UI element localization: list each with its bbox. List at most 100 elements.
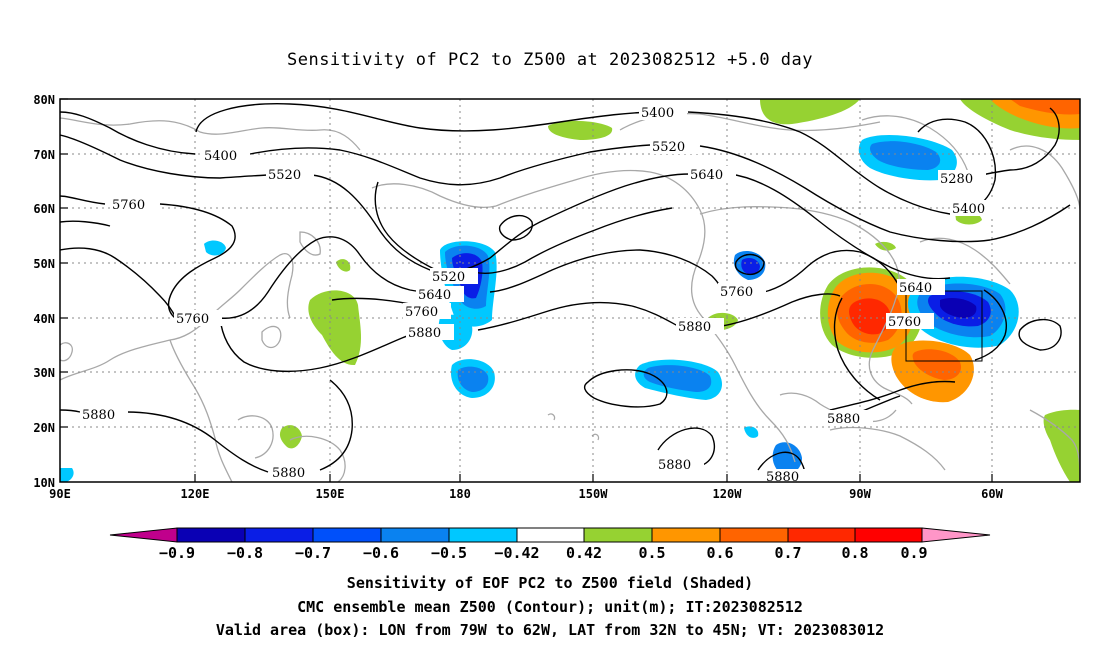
contour-label-bg: [80, 406, 128, 422]
coastline: [60, 253, 294, 381]
contour-label-bg: [650, 138, 698, 154]
contour-label: 5880: [766, 470, 799, 485]
contour-label: 5400: [641, 106, 674, 121]
contour-line: [219, 236, 433, 319]
lat-label: 80N: [33, 93, 55, 107]
contour-label-bg: [406, 324, 454, 340]
contour-label: 5880: [82, 408, 115, 423]
coastline: [371, 183, 497, 209]
coastline: [299, 231, 321, 256]
contour-label: 5880: [658, 458, 691, 473]
lat-label: 20N: [33, 421, 55, 435]
shade-blob: [744, 426, 759, 438]
contour-label: 5520: [652, 140, 685, 155]
contour-label: 5760: [720, 285, 753, 300]
contour-label-bg: [938, 170, 986, 186]
colorbar-segment: [787, 527, 856, 543]
shade-blob: [772, 442, 802, 475]
contour-line: [657, 427, 716, 467]
contour-line: [829, 380, 956, 411]
lon-label: 60W: [981, 487, 1003, 501]
colorbar-label: 0.42: [566, 544, 602, 562]
colorbar-segment: [854, 527, 923, 543]
contour-line: [319, 379, 353, 471]
colorbar-label: −0.7: [295, 544, 331, 562]
colorbar-segment: [448, 527, 518, 543]
contour-line: [60, 409, 81, 413]
coastline: [60, 342, 73, 362]
colorbar-segment: [380, 527, 450, 543]
contour-line: [60, 220, 111, 227]
lat-label: 70N: [33, 148, 55, 162]
shade-blob: [760, 99, 860, 125]
coastline: [60, 117, 361, 151]
contour-line: [699, 145, 1071, 243]
contour-line: [125, 411, 269, 473]
colorbar-labels: −0.9 −0.8 −0.7 −0.6 −0.5 −0.42 0.42 0.5 …: [159, 544, 928, 562]
lon-label: 120W: [713, 487, 743, 501]
contour-line: [374, 181, 437, 271]
colorbar-label: −0.5: [431, 544, 467, 562]
colorbar-label: −0.8: [227, 544, 263, 562]
contour-label: 5760: [176, 312, 209, 327]
colorbar-segment: [516, 527, 585, 543]
contour-line: [974, 289, 1007, 361]
contour-labels: 5400 5400 5520 5520 5640 5760 5760 5280 …: [80, 104, 998, 485]
contour-line: [959, 107, 1060, 181]
shade-blob: [849, 298, 891, 335]
colorbar-label: −0.42: [494, 544, 539, 562]
shade-blob: [204, 240, 226, 256]
page-title: Sensitivity of PC2 to Z500 at 2023082512…: [286, 50, 813, 70]
lon-label: 150E: [316, 487, 345, 501]
footer-line-3: Valid area (box): LON from 79W to 62W, L…: [215, 621, 885, 639]
contour-label-bg: [825, 410, 873, 426]
colorbar-label: 0.6: [706, 544, 733, 562]
contour-label-bg: [174, 310, 222, 326]
colorbar-segment: [651, 527, 721, 543]
colorbar-arrow-left: [109, 527, 178, 543]
contour-label: 5640: [899, 281, 932, 296]
contour-label-bg: [430, 268, 478, 284]
contour-label-bg: [897, 279, 945, 295]
footer-line-1: Sensitivity of EOF PC2 to Z500 field (Sh…: [346, 574, 754, 592]
shade-blob: [741, 258, 760, 275]
contour-label-bg: [639, 104, 687, 120]
colorbar-segment: [583, 527, 653, 543]
contour-line: [833, 297, 881, 401]
contour-line: [311, 173, 691, 273]
shade-blob: [875, 241, 896, 251]
colorbar-label: 0.9: [900, 544, 927, 562]
contour-label: 5760: [405, 305, 438, 320]
colorbar-label: 0.8: [841, 544, 868, 562]
contour-line: [763, 249, 899, 293]
contour-label: 5880: [408, 326, 441, 341]
coastline: [699, 206, 901, 299]
contour-label-bg: [764, 469, 812, 482]
contour-label-bg: [656, 456, 704, 472]
coastline: [861, 115, 969, 173]
contour-label-bg: [202, 147, 250, 163]
contour-label-bg: [270, 464, 318, 480]
colorbar-segment: [312, 527, 382, 543]
contour-label-bg: [403, 303, 451, 319]
contour-line: [60, 111, 196, 155]
contour-label-bg: [950, 200, 998, 216]
contour-label: 5520: [432, 270, 465, 285]
coastline: [237, 415, 274, 459]
contour-label: 5520: [268, 168, 301, 183]
contour-line: [729, 173, 951, 280]
shade-blob: [308, 290, 362, 366]
contour-line: [159, 203, 236, 319]
coastline: [829, 426, 946, 471]
footer-line-2: CMC ensemble mean Z500 (Contour); unit(m…: [297, 598, 803, 616]
latitude-labels: 80N 70N 60N 50N 40N 30N 20N 10N: [33, 93, 55, 490]
contour-label: 5760: [888, 315, 921, 330]
contour-label: 5880: [827, 412, 860, 427]
shade-blob: [548, 120, 613, 140]
z500-contours: [60, 103, 1071, 482]
contour-label-bg: [688, 166, 736, 182]
colorbar-label: 0.7: [774, 544, 801, 562]
contour-label: 5400: [952, 202, 985, 217]
contour-label: 5280: [940, 172, 973, 187]
